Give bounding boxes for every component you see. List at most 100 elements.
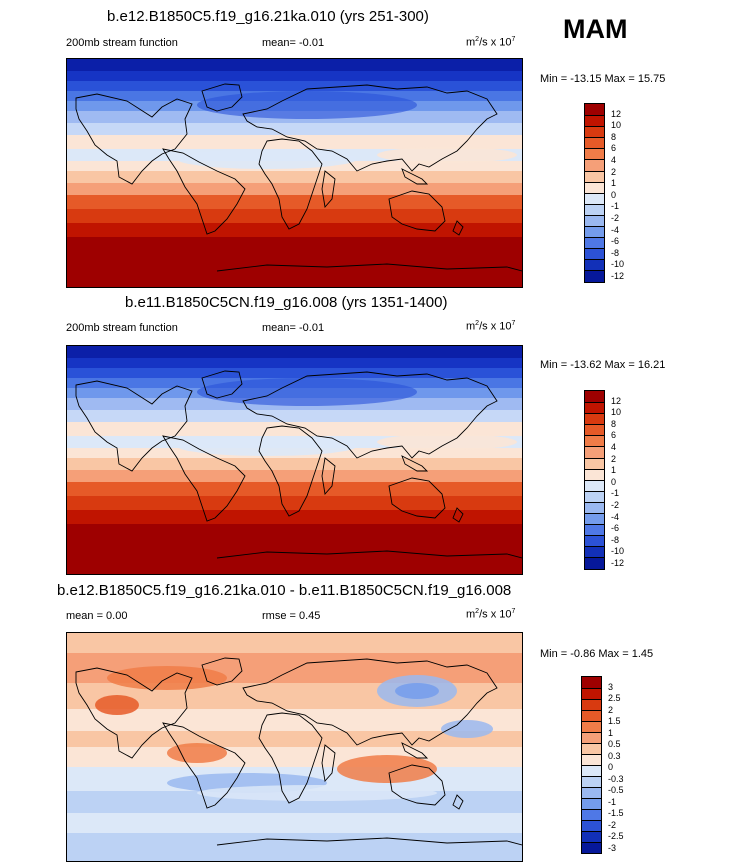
- colorbar-swatch: [585, 115, 604, 127]
- colorbar-swatch: [582, 776, 601, 787]
- contour-blob: [197, 378, 417, 406]
- contour-band: [67, 709, 522, 731]
- colorbar-tick-label: 12: [611, 395, 622, 406]
- contour-band: [67, 470, 522, 482]
- contour-band: [67, 496, 522, 510]
- coastline: [242, 658, 498, 746]
- panel3-map-svg: [67, 633, 522, 861]
- coastline: [321, 744, 336, 783]
- panel2-units: m2/s x 107: [466, 320, 516, 333]
- colorbar-tick-label: -1: [611, 201, 620, 212]
- colorbar-tick-label: -1.5: [608, 808, 624, 818]
- coastline: [321, 457, 336, 496]
- colorbar-swatch: [585, 148, 604, 160]
- colorbar-swatch: [585, 137, 604, 149]
- colorbar-tick-label: -0.5: [608, 785, 624, 795]
- panel1-minmax: Min = -13.15 Max = 15.75: [540, 73, 666, 85]
- coastline: [321, 170, 336, 209]
- contour-band: [67, 183, 522, 195]
- colorbar-tick-label: -6: [611, 523, 620, 534]
- colorbar-tick-label: -8: [611, 534, 620, 545]
- contour-band: [67, 633, 522, 653]
- contour-band: [67, 747, 522, 767]
- contour-blob: [167, 743, 227, 763]
- colorbar-swatch: [585, 259, 604, 271]
- colorbar-tick-label: -4: [611, 511, 620, 522]
- contour-band: [67, 59, 522, 71]
- panel3-map: [66, 632, 523, 862]
- colorbar-swatch: [585, 159, 604, 171]
- coastline: [75, 667, 193, 759]
- panel2-map-svg: [67, 346, 522, 574]
- contour-blob: [377, 147, 517, 163]
- colorbar-swatch: [585, 546, 604, 558]
- colorbar-swatch: [585, 413, 604, 425]
- contour-band: [67, 171, 522, 183]
- colorbar-tick-label: 4: [611, 155, 617, 165]
- contour-band: [67, 237, 522, 287]
- panel2-title: b.e11.B1850C5CN.f19_g16.008 (yrs 1351-14…: [125, 294, 448, 311]
- coastline: [201, 83, 243, 112]
- coastline: [201, 657, 243, 686]
- contour-band: [67, 482, 522, 496]
- coastline: [452, 794, 464, 810]
- colorbar-swatch: [585, 391, 604, 403]
- panel2-colorbar: [584, 390, 605, 570]
- colorbar-swatch: [582, 842, 601, 853]
- panel2-map: [66, 345, 523, 575]
- coastline: [258, 425, 323, 517]
- coastline: [401, 168, 429, 185]
- colorbar-tick-label: -0.3: [608, 773, 624, 784]
- contour-blob: [337, 755, 437, 783]
- colorbar-tick-label: 0: [611, 189, 617, 200]
- panel1-map: [66, 58, 523, 288]
- contour-band: [67, 135, 522, 149]
- coastline: [452, 220, 464, 236]
- colorbar-swatch: [582, 820, 601, 831]
- colorbar-swatch: [585, 446, 604, 458]
- panel2-mean-label: mean= -0.01: [262, 322, 325, 334]
- colorbar-tick-label: 6: [611, 430, 617, 441]
- colorbar-tick-label: 10: [611, 120, 622, 131]
- coastline: [258, 712, 323, 804]
- colorbar-swatch: [585, 468, 604, 480]
- contour-band: [67, 358, 522, 368]
- contour-band: [67, 346, 522, 358]
- colorbar-swatch: [585, 457, 604, 469]
- colorbar-swatch: [585, 126, 604, 138]
- panel3-units: m2/s x 107: [466, 608, 516, 621]
- coastline: [242, 84, 498, 172]
- panel2-minmax: Min = -13.62 Max = 16.21: [540, 359, 666, 371]
- panel2-variable-label: 200mb stream function: [66, 322, 178, 334]
- colorbar-tick-label: -12: [611, 271, 625, 281]
- colorbar-swatch: [585, 490, 604, 502]
- colorbar-swatch: [585, 192, 604, 204]
- colorbar-tick-label: 0: [611, 476, 617, 487]
- contour-band: [67, 458, 522, 470]
- colorbar-tick-label: -8: [611, 247, 620, 258]
- colorbar-tick-label: 2: [611, 166, 617, 177]
- colorbar-swatch: [582, 831, 601, 842]
- coastline: [401, 455, 429, 472]
- contour-band: [67, 123, 522, 135]
- colorbar-tick-label: -10: [611, 259, 625, 270]
- panel3-colorbar: [581, 676, 602, 854]
- colorbar-tick-label: 3: [608, 681, 614, 692]
- contour-band: [67, 209, 522, 223]
- coastline: [258, 138, 323, 230]
- colorbar-swatch: [585, 513, 604, 525]
- contour-band: [67, 422, 522, 436]
- colorbar-swatch: [585, 501, 604, 514]
- coastline: [216, 263, 522, 272]
- colorbar-swatch: [585, 479, 604, 491]
- colorbar-swatch: [585, 248, 604, 260]
- coastline: [201, 370, 243, 399]
- colorbar-tick-label: 10: [611, 407, 622, 418]
- colorbar-tick-label: -12: [611, 558, 625, 568]
- colorbar-swatch: [582, 677, 601, 688]
- colorbar-swatch: [582, 710, 601, 721]
- contour-band: [67, 71, 522, 81]
- coastline: [401, 742, 429, 759]
- panel3-minmax: Min = -0.86 Max = 1.45: [540, 648, 654, 660]
- coastline: [242, 371, 498, 459]
